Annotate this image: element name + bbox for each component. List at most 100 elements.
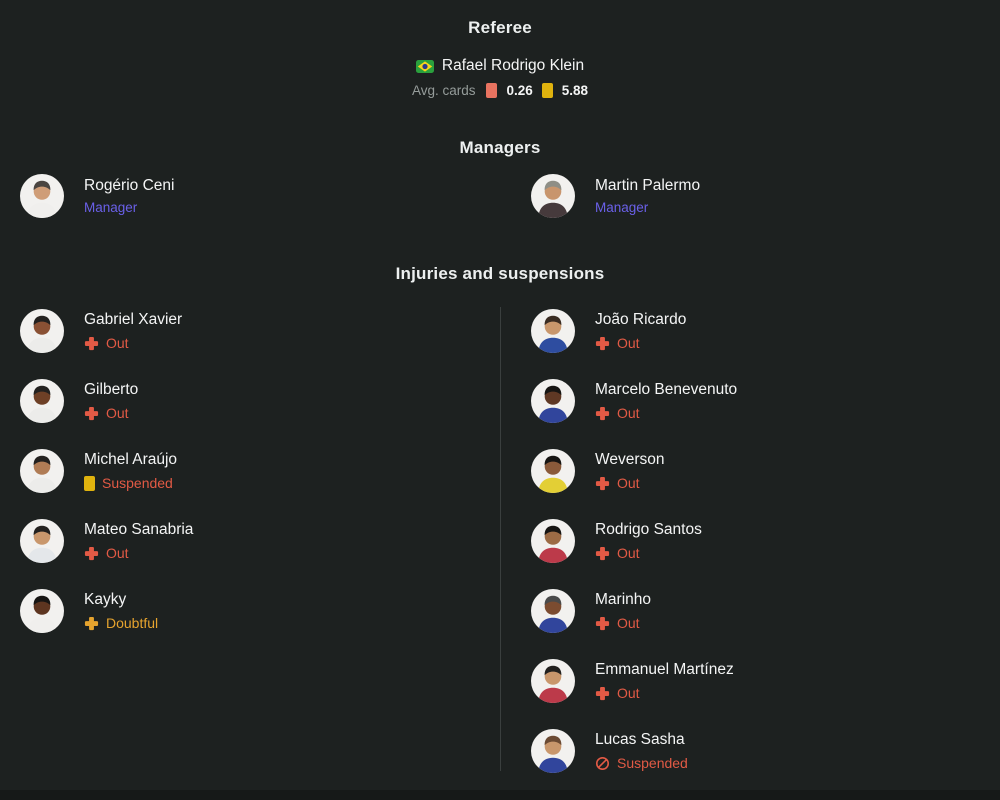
medical-cross-icon [595, 476, 610, 491]
medical-cross-icon [84, 406, 99, 421]
player-row[interactable]: Kayky Doubtful [0, 589, 500, 659]
player-status: Doubtful [84, 615, 158, 631]
player-status: Suspended [84, 475, 177, 491]
player-row[interactable]: Rodrigo Santos Out [500, 519, 1000, 589]
manager-avatar [20, 174, 64, 218]
player-name: Gabriel Xavier [84, 311, 183, 328]
managers-grid: Rogério Ceni Manager Martin Palermo Mana… [0, 174, 1000, 218]
section-bottom-strip [0, 790, 1000, 800]
player-status-label: Out [617, 475, 640, 491]
referee-section-title: Referee [468, 18, 532, 37]
medical-cross-icon [84, 546, 99, 561]
brazil-flag-icon [415, 59, 434, 73]
player-status: Out [84, 335, 182, 351]
home-injuries-column: Gabriel Xavier Out Gilber [0, 309, 500, 659]
prohibited-icon [595, 756, 610, 771]
player-row[interactable]: Gilberto Out [0, 379, 500, 449]
player-status-label: Out [617, 545, 640, 561]
player-status-label: Out [617, 335, 640, 351]
player-status: Out [595, 615, 651, 631]
player-status: Out [595, 335, 686, 351]
player-name: Weverson [595, 451, 665, 468]
player-avatar [20, 519, 64, 563]
player-status-label: Out [106, 405, 129, 421]
player-status: Out [595, 405, 737, 421]
medical-cross-icon [595, 336, 610, 351]
player-name: Marcelo Benevenuto [595, 381, 738, 398]
away-manager-row[interactable]: Martin Palermo Manager [500, 174, 1000, 218]
player-row[interactable]: Emmanuel Martínez Out [500, 659, 1000, 729]
player-name: Michel Araújo [84, 451, 178, 468]
player-row[interactable]: Weverson Out [500, 449, 1000, 519]
player-status-label: Out [106, 335, 129, 351]
red-card-average: 0.26 [506, 83, 533, 98]
player-row[interactable]: Gabriel Xavier Out [0, 309, 500, 379]
medical-cross-icon [84, 616, 99, 631]
medical-cross-icon [595, 616, 610, 631]
player-row[interactable]: Mateo Sanabria Out [0, 519, 500, 589]
player-status: Out [84, 545, 193, 561]
player-name: Emmanuel Martínez [595, 661, 734, 678]
player-status: Suspended [595, 755, 688, 771]
player-name: Kayky [84, 591, 127, 608]
player-row[interactable]: Marcelo Benevenuto Out [500, 379, 1000, 449]
player-status: Out [84, 405, 138, 421]
manager-role: Manager [595, 200, 649, 215]
avg-cards-label: Avg. cards [411, 83, 476, 98]
player-status-label: Doubtful [106, 615, 159, 631]
player-name: Marinho [595, 591, 651, 608]
player-status-label: Out [617, 405, 640, 421]
player-avatar [531, 519, 575, 563]
yellow-card-icon [541, 83, 553, 98]
yellow-card-average: 5.88 [561, 83, 589, 98]
yellow-card-icon [84, 475, 95, 491]
player-name: Lucas Sasha [595, 731, 685, 748]
referee-section: Referee Rafael Rodrigo Klein Avg. cards … [0, 0, 1000, 99]
injuries-grid: Gabriel Xavier Out Gilber [0, 309, 1000, 799]
home-manager-row[interactable]: Rogério Ceni Manager [0, 174, 500, 218]
medical-cross-icon [595, 686, 610, 701]
player-status-label: Suspended [102, 475, 173, 491]
player-name: João Ricardo [595, 311, 687, 328]
player-avatar [531, 449, 575, 493]
medical-cross-icon [595, 546, 610, 561]
player-avatar [20, 379, 64, 423]
player-status-label: Out [106, 545, 129, 561]
referee-row[interactable]: Rafael Rodrigo Klein [0, 56, 1000, 76]
injuries-section: Injuries and suspensions Gabriel Xavier … [0, 263, 1000, 799]
player-status: Out [595, 685, 734, 701]
player-status-label: Out [617, 615, 640, 631]
player-name: Gilberto [84, 381, 139, 398]
player-avatar [531, 659, 575, 703]
player-row[interactable]: Lucas Sasha Suspended [500, 729, 1000, 799]
player-status: Out [595, 545, 702, 561]
red-card-icon [486, 83, 498, 98]
player-row[interactable]: Michel Araújo Suspended [0, 449, 500, 519]
managers-section: Managers Rogério Ceni Manager [0, 137, 1000, 218]
injuries-section-title: Injuries and suspensions [395, 264, 605, 283]
away-injuries-column: João Ricardo Out Marcelo [500, 309, 1000, 799]
manager-role: Manager [84, 200, 138, 215]
player-avatar [531, 309, 575, 353]
player-avatar [531, 379, 575, 423]
manager-name: Martin Palermo [595, 177, 701, 194]
medical-cross-icon [84, 336, 99, 351]
player-name: Mateo Sanabria [84, 521, 194, 538]
player-row[interactable]: João Ricardo Out [500, 309, 1000, 379]
player-status-label: Out [617, 685, 640, 701]
player-avatar [531, 589, 575, 633]
player-status-label: Suspended [617, 755, 688, 771]
player-row[interactable]: Marinho Out [500, 589, 1000, 659]
referee-name: Rafael Rodrigo Klein [441, 57, 585, 74]
player-avatar [20, 589, 64, 633]
player-avatar [20, 309, 64, 353]
manager-name: Rogério Ceni [84, 177, 175, 194]
manager-avatar [531, 174, 575, 218]
column-divider [500, 307, 501, 771]
referee-avg-cards-row: Avg. cards 0.26 5.88 [0, 82, 1000, 99]
player-name: Rodrigo Santos [595, 521, 702, 538]
managers-section-title: Managers [459, 138, 541, 157]
player-avatar [531, 729, 575, 773]
medical-cross-icon [595, 406, 610, 421]
